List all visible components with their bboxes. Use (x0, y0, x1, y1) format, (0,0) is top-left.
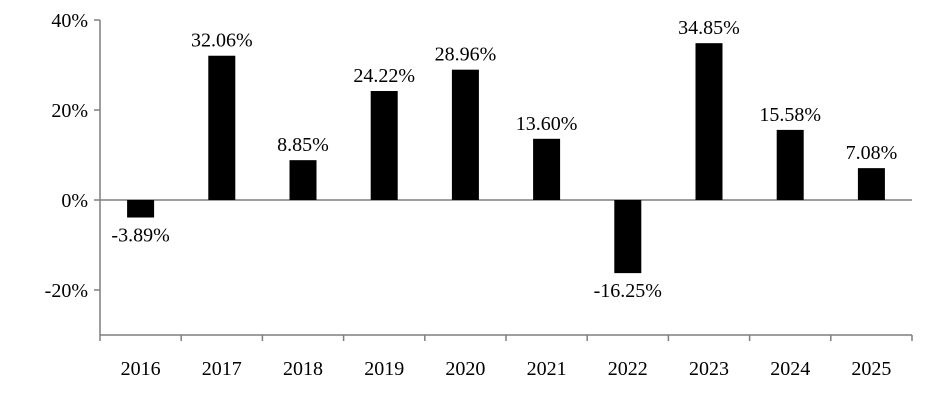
x-tick-label: 2020 (445, 358, 485, 380)
x-tick-label: 2016 (121, 358, 161, 380)
x-tick-label: 2022 (608, 358, 648, 380)
bar-value-label: 13.60% (516, 113, 578, 135)
bar (614, 200, 642, 274)
y-tick-label: 40% (51, 10, 88, 32)
bars (127, 43, 885, 274)
y-tick-label: -20% (45, 280, 88, 302)
bar (127, 200, 155, 218)
x-tick-label: 2021 (527, 358, 567, 380)
bar (208, 55, 236, 201)
bar-value-label: 34.85% (678, 17, 740, 39)
bar (451, 69, 479, 201)
value-labels: -3.89% 32.06% 8.85% 24.22% 28.96% 13.60% -16.2… (111, 17, 897, 302)
bar (857, 168, 885, 200)
bar-value-label: 32.06% (191, 30, 253, 52)
x-tick-label: 2017 (202, 358, 242, 380)
bar (695, 43, 723, 200)
bar-value-label: 28.96% (435, 44, 497, 66)
x-tick-label: 2024 (770, 358, 810, 380)
x-tick-label: 2018 (283, 358, 323, 380)
x-tick-label: 2019 (364, 358, 404, 380)
x-axis: 2016 2017 2018 2019 2020 2021 2022 2023 2024 2025 (99, 199, 913, 380)
bar-value-label: -16.25% (594, 280, 662, 302)
bar (370, 91, 398, 200)
bar (533, 138, 561, 200)
x-tick-label: 2025 (851, 358, 891, 380)
bar-value-label: 8.85% (277, 134, 329, 156)
bar-value-label: 7.08% (846, 142, 898, 164)
bar-value-label: 15.58% (759, 104, 821, 126)
bar-value-label: -3.89% (111, 225, 169, 247)
bar-value-label: 24.22% (353, 65, 415, 87)
y-tick-label: 20% (51, 100, 88, 122)
bar (289, 160, 317, 200)
y-tick-label: 0% (61, 190, 88, 212)
y-axis: 40% 20% 0% -20% (45, 10, 101, 335)
x-tick-label: 2023 (689, 358, 729, 380)
bar (776, 129, 804, 200)
